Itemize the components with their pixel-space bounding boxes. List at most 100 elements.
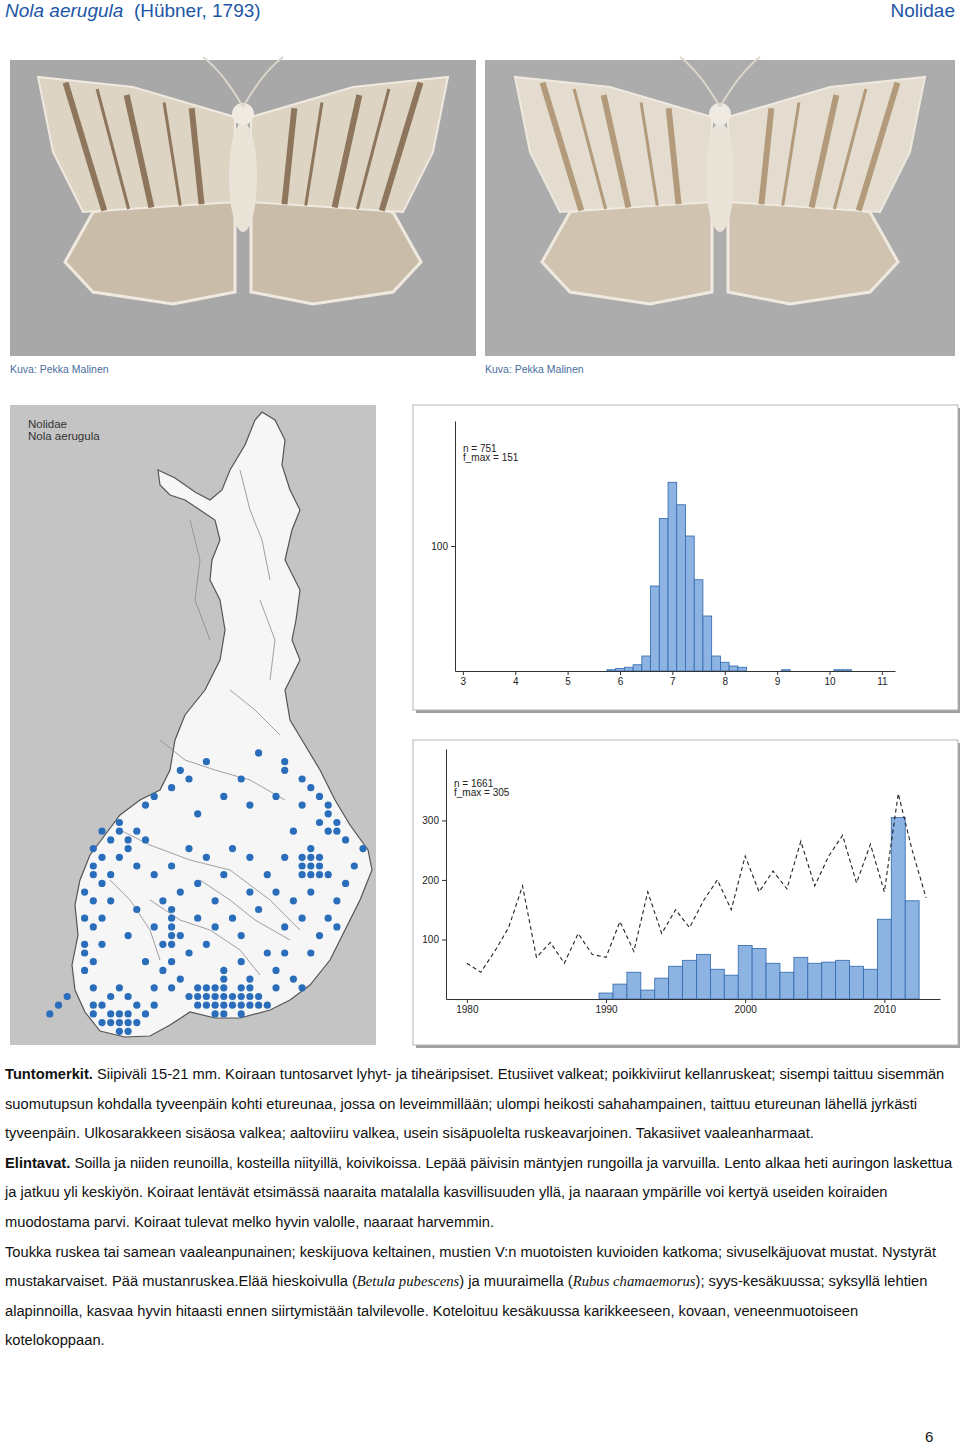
histogram-bar bbox=[825, 671, 834, 672]
record-dot bbox=[246, 802, 253, 809]
page-number: 6 bbox=[925, 1428, 933, 1445]
record-dot bbox=[220, 793, 227, 800]
record-dot bbox=[272, 984, 279, 991]
chart-frame bbox=[413, 405, 958, 710]
map-title: Nolidae bbox=[28, 418, 67, 430]
bar bbox=[808, 963, 822, 999]
record-dot bbox=[185, 993, 192, 1000]
record-dot bbox=[168, 784, 175, 791]
page-header: Nola aerugula (Hübner, 1793)Nolidae bbox=[5, 0, 955, 24]
record-dot bbox=[255, 749, 262, 756]
histogram-bar bbox=[747, 671, 756, 672]
wing-band bbox=[192, 108, 202, 204]
record-dot bbox=[168, 906, 175, 913]
record-dot bbox=[107, 993, 114, 1000]
x-tick-mark bbox=[745, 999, 746, 1003]
record-dot bbox=[264, 871, 271, 878]
bar bbox=[627, 972, 641, 999]
record-dot bbox=[229, 915, 236, 922]
x-axis: 1980199020002010 bbox=[447, 999, 941, 1015]
y-axis-line bbox=[455, 422, 456, 672]
x-tick: 3 bbox=[461, 671, 467, 687]
record-dot bbox=[220, 993, 227, 1000]
wing-band bbox=[783, 103, 799, 206]
histogram-bar bbox=[799, 671, 808, 672]
record-dot bbox=[325, 915, 332, 922]
x-tick-mark bbox=[463, 671, 464, 675]
record-dot bbox=[212, 1002, 219, 1009]
record-dot bbox=[116, 984, 123, 991]
histogram-bar bbox=[816, 671, 825, 672]
record-dot bbox=[98, 1019, 105, 1026]
record-dot bbox=[159, 967, 166, 974]
photo bbox=[485, 57, 955, 356]
record-dot bbox=[281, 767, 288, 774]
river-or-lake bbox=[240, 470, 270, 580]
record-dot bbox=[316, 862, 323, 869]
wing-band bbox=[66, 83, 105, 211]
wing-band bbox=[641, 103, 657, 206]
record-dot bbox=[246, 1002, 253, 1009]
histogram-bar bbox=[694, 580, 703, 671]
record-dot bbox=[151, 1002, 158, 1009]
histogram-bar bbox=[703, 616, 712, 671]
paragraph: Toukka ruskea tai samean vaaleanpunainen… bbox=[5, 1238, 957, 1356]
text-run: Soilla ja niiden reunoilla, kosteilla ni… bbox=[5, 1155, 952, 1230]
record-dot bbox=[220, 1010, 227, 1017]
record-dot bbox=[299, 984, 306, 991]
histogram-bar bbox=[834, 670, 843, 671]
y-tick-label: 100 bbox=[422, 934, 439, 945]
record-dot bbox=[203, 854, 210, 861]
record-dot bbox=[246, 976, 253, 983]
x-tick-mark bbox=[777, 671, 778, 675]
antenna bbox=[243, 57, 283, 107]
text-run: Siipiväli 15-21 mm. Koiraan tuntosarvet … bbox=[5, 1066, 944, 1141]
record-dot bbox=[116, 828, 123, 835]
record-dot bbox=[116, 819, 123, 826]
x-axis: 34567891011 bbox=[456, 671, 896, 687]
record-dot bbox=[116, 1019, 123, 1026]
antenna bbox=[680, 57, 720, 107]
record-dot bbox=[151, 793, 158, 800]
bar bbox=[641, 990, 655, 999]
record-dot bbox=[325, 871, 332, 878]
y-axis-line bbox=[446, 750, 447, 1000]
record-dot bbox=[333, 828, 340, 835]
bar bbox=[905, 901, 919, 999]
record-dot bbox=[90, 897, 97, 904]
bar bbox=[738, 945, 752, 999]
record-dot bbox=[255, 993, 262, 1000]
chart: 34567891011100n = 751f_max = 151 bbox=[413, 405, 960, 713]
record-dot bbox=[125, 845, 132, 852]
record-dot bbox=[90, 958, 97, 965]
record-dot bbox=[203, 993, 210, 1000]
record-dot bbox=[90, 984, 97, 991]
record-dot bbox=[264, 949, 271, 956]
record-dot bbox=[299, 854, 306, 861]
histogram-bar bbox=[642, 656, 651, 671]
forewing bbox=[251, 77, 448, 212]
x-tick-label: 2010 bbox=[874, 1004, 897, 1015]
bar bbox=[724, 975, 738, 999]
record-dot bbox=[316, 871, 323, 878]
figures: Kuva: Pekka MalinenKuva: Pekka MalinenNo… bbox=[0, 0, 960, 1060]
record-dot bbox=[81, 949, 88, 956]
plot-marks bbox=[607, 482, 851, 671]
record-dot bbox=[133, 862, 140, 869]
record-dot bbox=[299, 802, 306, 809]
record-dot bbox=[55, 1002, 62, 1009]
record-dot bbox=[325, 802, 332, 809]
wing-band bbox=[669, 108, 679, 204]
bar bbox=[683, 960, 697, 999]
river-or-lake bbox=[190, 520, 210, 640]
x-tick: 1990 bbox=[595, 999, 618, 1015]
bar bbox=[877, 919, 891, 999]
record-dot bbox=[238, 993, 245, 1000]
histogram-bar bbox=[738, 667, 747, 671]
y-tick-label: 100 bbox=[431, 541, 448, 552]
x-tick: 5 bbox=[565, 671, 571, 687]
species-author: (Hübner, 1793) bbox=[134, 0, 261, 21]
country-outline bbox=[72, 412, 372, 1037]
record-dot bbox=[194, 1002, 201, 1009]
moth-body bbox=[706, 122, 734, 232]
